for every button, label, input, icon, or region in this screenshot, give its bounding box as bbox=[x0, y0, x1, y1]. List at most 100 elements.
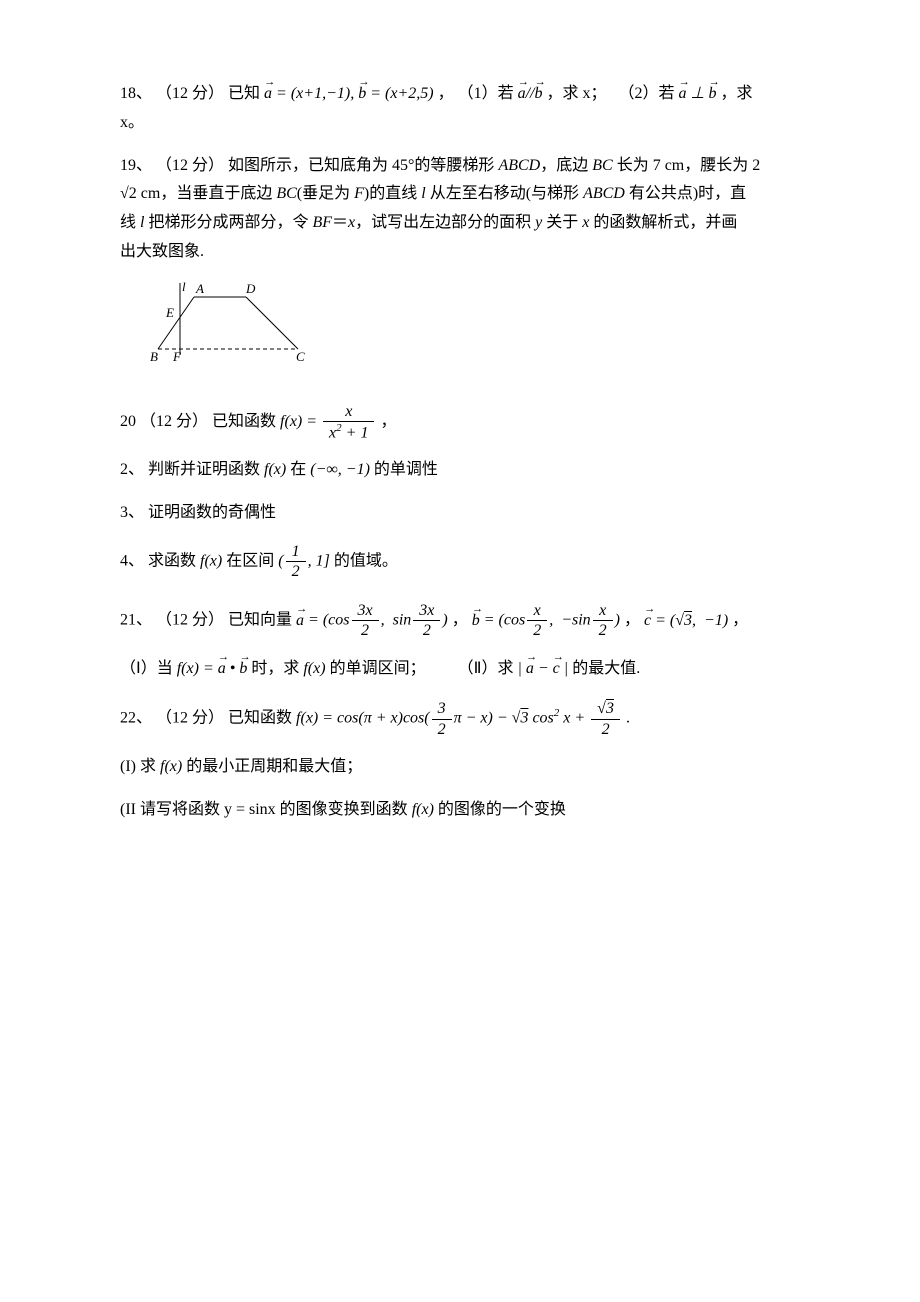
svg-text:B: B bbox=[150, 349, 158, 364]
q20-s2-int: (−∞, −1) bbox=[310, 461, 370, 478]
problem-19: 19、 （12 分） 如图所示，已知底角为 45°的等腰梯形 ABCD，底边 B… bbox=[120, 152, 820, 267]
q19-bc2: BC bbox=[276, 185, 296, 202]
problem-22: 22、 （12 分） 已知函数 f(x) = cos(π + x)cos(32π… bbox=[120, 699, 820, 738]
q19-t3b: 把梯形分成两部分，令 bbox=[144, 214, 312, 231]
q22-prefix: 已知函数 bbox=[228, 710, 292, 727]
q19-bc: BC bbox=[592, 157, 612, 174]
q22-p2-fx: f(x) bbox=[412, 801, 434, 818]
q18-points: （12 分） bbox=[156, 85, 224, 102]
problem-20: 20 （12 分） 已知函数 f(x) = x x2 + 1 ， bbox=[120, 402, 820, 443]
q20-s2-fx: f(x) bbox=[264, 461, 286, 478]
q18-label: 18、 bbox=[120, 85, 152, 102]
q22-p1-tail: 的最小正周期和最大值； bbox=[186, 758, 362, 775]
q21-p2-tail: 的最大值. bbox=[572, 660, 640, 677]
problem-21: 21、 （12 分） 已知向量 a = (cos3x2, sin3x2) ， b… bbox=[120, 601, 820, 640]
q20-s2-at: 在 bbox=[290, 461, 306, 478]
q20-sub2: 2、 判断并证明函数 f(x) 在 (−∞, −1) 的单调性 bbox=[120, 456, 820, 485]
q21-c2: ， bbox=[624, 612, 640, 629]
q20-s2-label: 2、 bbox=[120, 461, 144, 478]
q21-a: a = (cos3x2, sin3x2) bbox=[296, 601, 448, 640]
q18-p1-cond: a//b bbox=[518, 85, 543, 102]
q18-tail: x。 bbox=[120, 114, 144, 131]
q19-t2b: (垂足为 bbox=[297, 185, 354, 202]
q22-formula: f(x) = cos(π + x)cos(32π − x) − √3 cos2 … bbox=[296, 699, 622, 738]
q21-prefix: 已知向量 bbox=[228, 612, 292, 629]
q22-p2-label: (II bbox=[120, 801, 136, 818]
q19-abcd: ABCD bbox=[498, 157, 540, 174]
q20-s4-label: 4、 bbox=[120, 552, 144, 569]
q20-s3-text: 证明函数的奇偶性 bbox=[148, 504, 276, 521]
q19-t3c: ，试写出左边部分的面积 bbox=[355, 214, 535, 231]
q19-t2d: 从左至右移动(与梯形 bbox=[426, 185, 583, 202]
q21-points: （12 分） bbox=[156, 612, 224, 629]
trapezoid-figure: l A D E B F C bbox=[138, 281, 820, 382]
q19-points: （12 分） bbox=[156, 157, 224, 174]
q18-p1-ask: ，求 x； bbox=[546, 85, 606, 102]
q21-b: b = (cosx2, −sinx2) bbox=[472, 601, 620, 640]
q19-t3e: 的函数解析式，并画 bbox=[589, 214, 737, 231]
q20-s4-mid: 在区间 bbox=[226, 552, 274, 569]
q21-p1-mid: 时，求 bbox=[251, 660, 299, 677]
q22-p1-label: (I) 求 bbox=[120, 758, 156, 775]
q21-p1-fx: f(x) = a • b bbox=[177, 660, 248, 677]
q18-p2-label: （2）若 bbox=[619, 85, 675, 102]
q20-points: （12 分） bbox=[140, 413, 208, 430]
q19-label: 19、 bbox=[120, 157, 152, 174]
q20-s2-tail: 的单调性 bbox=[374, 461, 438, 478]
q20-label: 20 bbox=[120, 413, 136, 430]
q21-parts: （Ⅰ）当 f(x) = a • b 时，求 f(x) 的单调区间； （Ⅱ）求 |… bbox=[120, 655, 820, 684]
q18-prefix: 已知 bbox=[228, 85, 260, 102]
q22-label: 22、 bbox=[120, 710, 152, 727]
q22-p1-fx: f(x) bbox=[160, 758, 182, 775]
q21-c1: ， bbox=[452, 612, 468, 629]
q19-t2a: cm，当垂直于底边 bbox=[137, 185, 277, 202]
q19-bf: BF bbox=[312, 214, 332, 231]
q22-p2-tail: 的图像的一个变换 bbox=[438, 801, 566, 818]
q18-p2-ask: ，求 bbox=[720, 85, 752, 102]
q20-s4-text: 求函数 bbox=[148, 552, 196, 569]
q19-t1: 如图所示，已知底角为 45°的等腰梯形 bbox=[228, 157, 498, 174]
q19-t2c: )的直线 bbox=[364, 185, 421, 202]
q19-t1c: 长为 7 cm，腰长为 2 bbox=[613, 157, 761, 174]
q20-prefix: 已知函数 bbox=[212, 413, 276, 430]
svg-text:D: D bbox=[245, 281, 256, 296]
q20-sub4: 4、 求函数 f(x) 在区间 (12, 1] 的值域。 bbox=[120, 542, 820, 581]
q18-comma: ， bbox=[438, 85, 458, 102]
q19-t3a: 线 bbox=[120, 214, 140, 231]
q21-c3: ， bbox=[732, 612, 748, 629]
q20-s4-interval: (12, 1] bbox=[278, 542, 330, 581]
q19-t4: 出大致图象. bbox=[120, 243, 204, 260]
q18-p1-label: （1）若 bbox=[458, 85, 514, 102]
q19-sqrt2: √2 bbox=[120, 185, 137, 202]
q20-sub3: 3、 证明函数的奇偶性 bbox=[120, 499, 820, 528]
q18-vectors: a = (x+1,−1), b = (x+2,5) bbox=[264, 85, 438, 102]
svg-text:A: A bbox=[195, 281, 204, 296]
q21-p1-fx2: f(x) bbox=[303, 660, 325, 677]
svg-text:F: F bbox=[172, 349, 182, 364]
q22-points: （12 分） bbox=[156, 710, 224, 727]
q22-dot: . bbox=[626, 710, 630, 727]
q20-s4-fx: f(x) bbox=[200, 552, 222, 569]
trapezoid-svg: l A D E B F C bbox=[138, 281, 308, 371]
q19-t3d: 关于 bbox=[542, 214, 582, 231]
q20-formula: f(x) = x x2 + 1 bbox=[280, 402, 376, 443]
q19-t1b: ，底边 bbox=[540, 157, 592, 174]
q19-f: F bbox=[354, 185, 364, 202]
q22-p1: (I) 求 f(x) 的最小正周期和最大值； bbox=[120, 753, 820, 782]
q21-p1-tail: 的单调区间； bbox=[330, 660, 426, 677]
svg-text:C: C bbox=[296, 349, 305, 364]
q20-s2-text: 判断并证明函数 bbox=[148, 461, 260, 478]
q20-s4-tail: 的值域。 bbox=[334, 552, 398, 569]
q20-s3-label: 3、 bbox=[120, 504, 144, 521]
q18-p2-cond: a ⊥ b bbox=[679, 85, 717, 102]
q21-label: 21、 bbox=[120, 612, 152, 629]
q19-abcd2: ABCD bbox=[583, 185, 625, 202]
svg-text:E: E bbox=[165, 305, 174, 320]
q21-p2-label: （Ⅱ）求 bbox=[458, 660, 514, 677]
q22-p2-text: 请写将函数 y = sinx 的图像变换到函数 bbox=[140, 801, 408, 818]
q21-p2-expr: | a − c | bbox=[517, 660, 568, 677]
q21-c: c = (√3, −1) bbox=[644, 607, 728, 636]
q20-comma: ， bbox=[380, 413, 396, 430]
problem-18: 18、 （12 分） 已知 a = (x+1,−1), b = (x+2,5) … bbox=[120, 80, 820, 138]
svg-text:l: l bbox=[182, 281, 186, 294]
